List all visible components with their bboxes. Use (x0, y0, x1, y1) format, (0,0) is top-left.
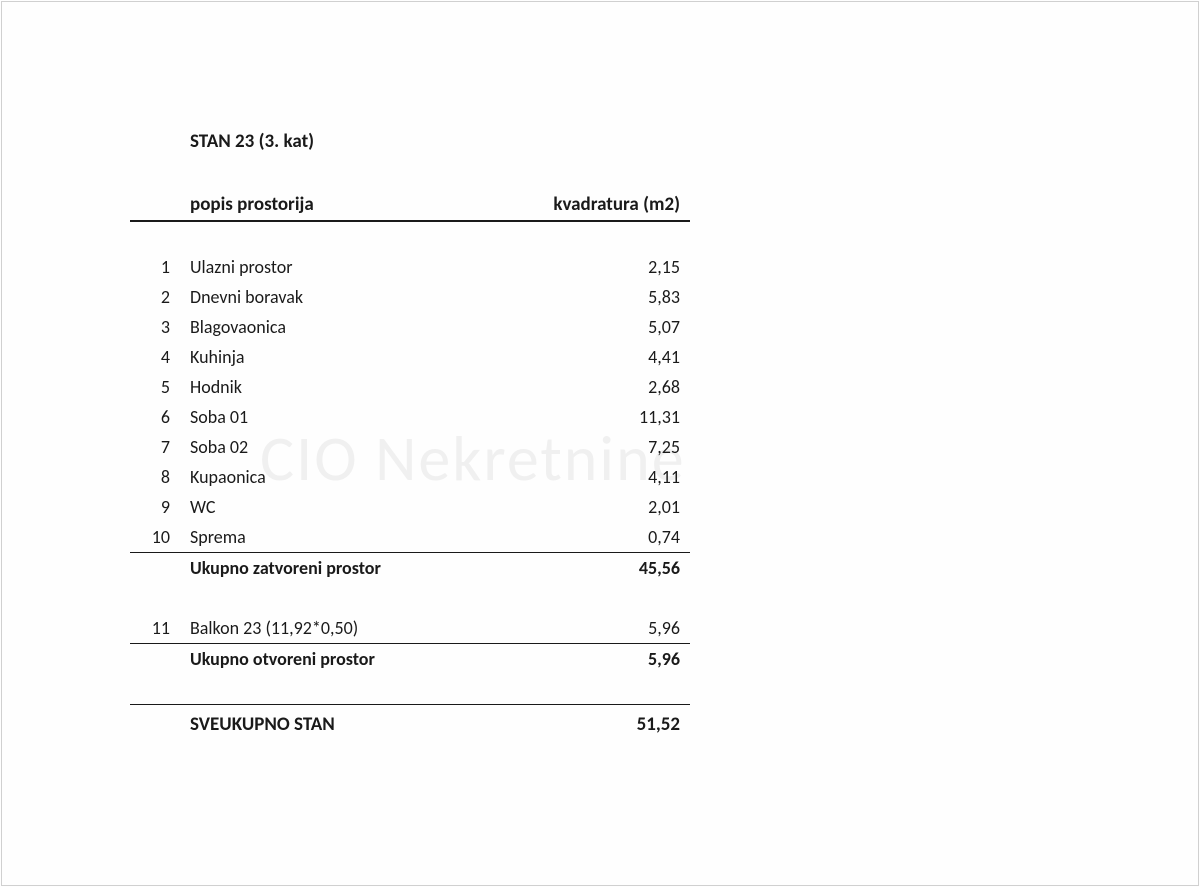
table-row: 2Dnevni boravak5,83 (130, 282, 690, 312)
closed-subtotal-row: Ukupno zatvoreni prostor 45,56 (130, 552, 690, 583)
document-content: STAN 23 (3. kat) popis prostorija kvadra… (130, 130, 690, 736)
row-area-value: 4,41 (530, 346, 690, 368)
row-number: 4 (130, 346, 190, 368)
row-area-value: 0,74 (530, 526, 690, 548)
table-row: 3Blagovaonica5,07 (130, 312, 690, 342)
row-room-name: Hodnik (190, 376, 530, 398)
row-room-name: WC (190, 496, 530, 518)
table-row: 9WC2,01 (130, 492, 690, 522)
row-room-name: Soba 01 (190, 406, 530, 428)
total-area: 51,52 (530, 713, 690, 736)
table-row: 6Soba 0111,31 (130, 402, 690, 432)
total-num-col (130, 713, 190, 736)
row-number: 7 (130, 436, 190, 458)
row-area-value: 5,96 (530, 617, 690, 639)
table-row: 5Hodnik2,68 (130, 372, 690, 402)
row-area-value: 5,07 (530, 316, 690, 338)
open-subtotal-area: 5,96 (530, 648, 690, 670)
row-room-name: Kuhinja (190, 346, 530, 368)
row-room-name: Sprema (190, 526, 530, 548)
row-number: 9 (130, 496, 190, 518)
table-row: 4Kuhinja4,41 (130, 342, 690, 372)
table-row: 10Sprema0,74 (130, 522, 690, 552)
header-name-col: popis prostorija (190, 193, 530, 216)
document-title: STAN 23 (3. kat) (190, 130, 690, 153)
row-area-value: 11,31 (530, 406, 690, 428)
table-row: 1Ulazni prostor2,15 (130, 252, 690, 282)
closed-rooms-section: 1Ulazni prostor2,152Dnevni boravak5,833B… (130, 252, 690, 552)
closed-subtotal-area: 45,56 (530, 557, 690, 579)
row-number: 5 (130, 376, 190, 398)
row-number: 10 (130, 526, 190, 548)
row-number: 1 (130, 256, 190, 278)
row-number: 11 (130, 617, 190, 639)
table-row: 11Balkon 23 (11,92*0,50)5,96 (130, 613, 690, 643)
room-table: popis prostorija kvadratura (m2) 1Ulazni… (130, 193, 690, 736)
row-room-name: Ulazni prostor (190, 256, 530, 278)
table-row: 8Kupaonica4,11 (130, 462, 690, 492)
row-room-name: Dnevni boravak (190, 286, 530, 308)
subtotal-num-col (130, 557, 190, 579)
closed-subtotal-label: Ukupno zatvoreni prostor (190, 557, 530, 579)
grand-total-row: SVEUKUPNO STAN 51,52 (130, 704, 690, 736)
header-area-col: kvadratura (m2) (530, 193, 690, 216)
row-room-name: Kupaonica (190, 466, 530, 488)
row-number: 6 (130, 406, 190, 428)
table-row: 7Soba 027,25 (130, 432, 690, 462)
open-subtotal-label: Ukupno otvoreni prostor (190, 648, 530, 670)
row-room-name: Balkon 23 (11,92*0,50) (190, 617, 530, 639)
row-area-value: 4,11 (530, 466, 690, 488)
total-label: SVEUKUPNO STAN (190, 713, 530, 736)
subtotal-num-col (130, 648, 190, 670)
row-room-name: Soba 02 (190, 436, 530, 458)
table-header-row: popis prostorija kvadratura (m2) (130, 193, 690, 222)
row-area-value: 7,25 (530, 436, 690, 458)
header-num-col (130, 193, 190, 216)
row-area-value: 5,83 (530, 286, 690, 308)
open-subtotal-row: Ukupno otvoreni prostor 5,96 (130, 643, 690, 674)
row-number: 2 (130, 286, 190, 308)
row-number: 3 (130, 316, 190, 338)
open-rooms-section: 11Balkon 23 (11,92*0,50)5,96 (130, 613, 690, 643)
row-area-value: 2,15 (530, 256, 690, 278)
row-area-value: 2,68 (530, 376, 690, 398)
row-area-value: 2,01 (530, 496, 690, 518)
row-room-name: Blagovaonica (190, 316, 530, 338)
row-number: 8 (130, 466, 190, 488)
